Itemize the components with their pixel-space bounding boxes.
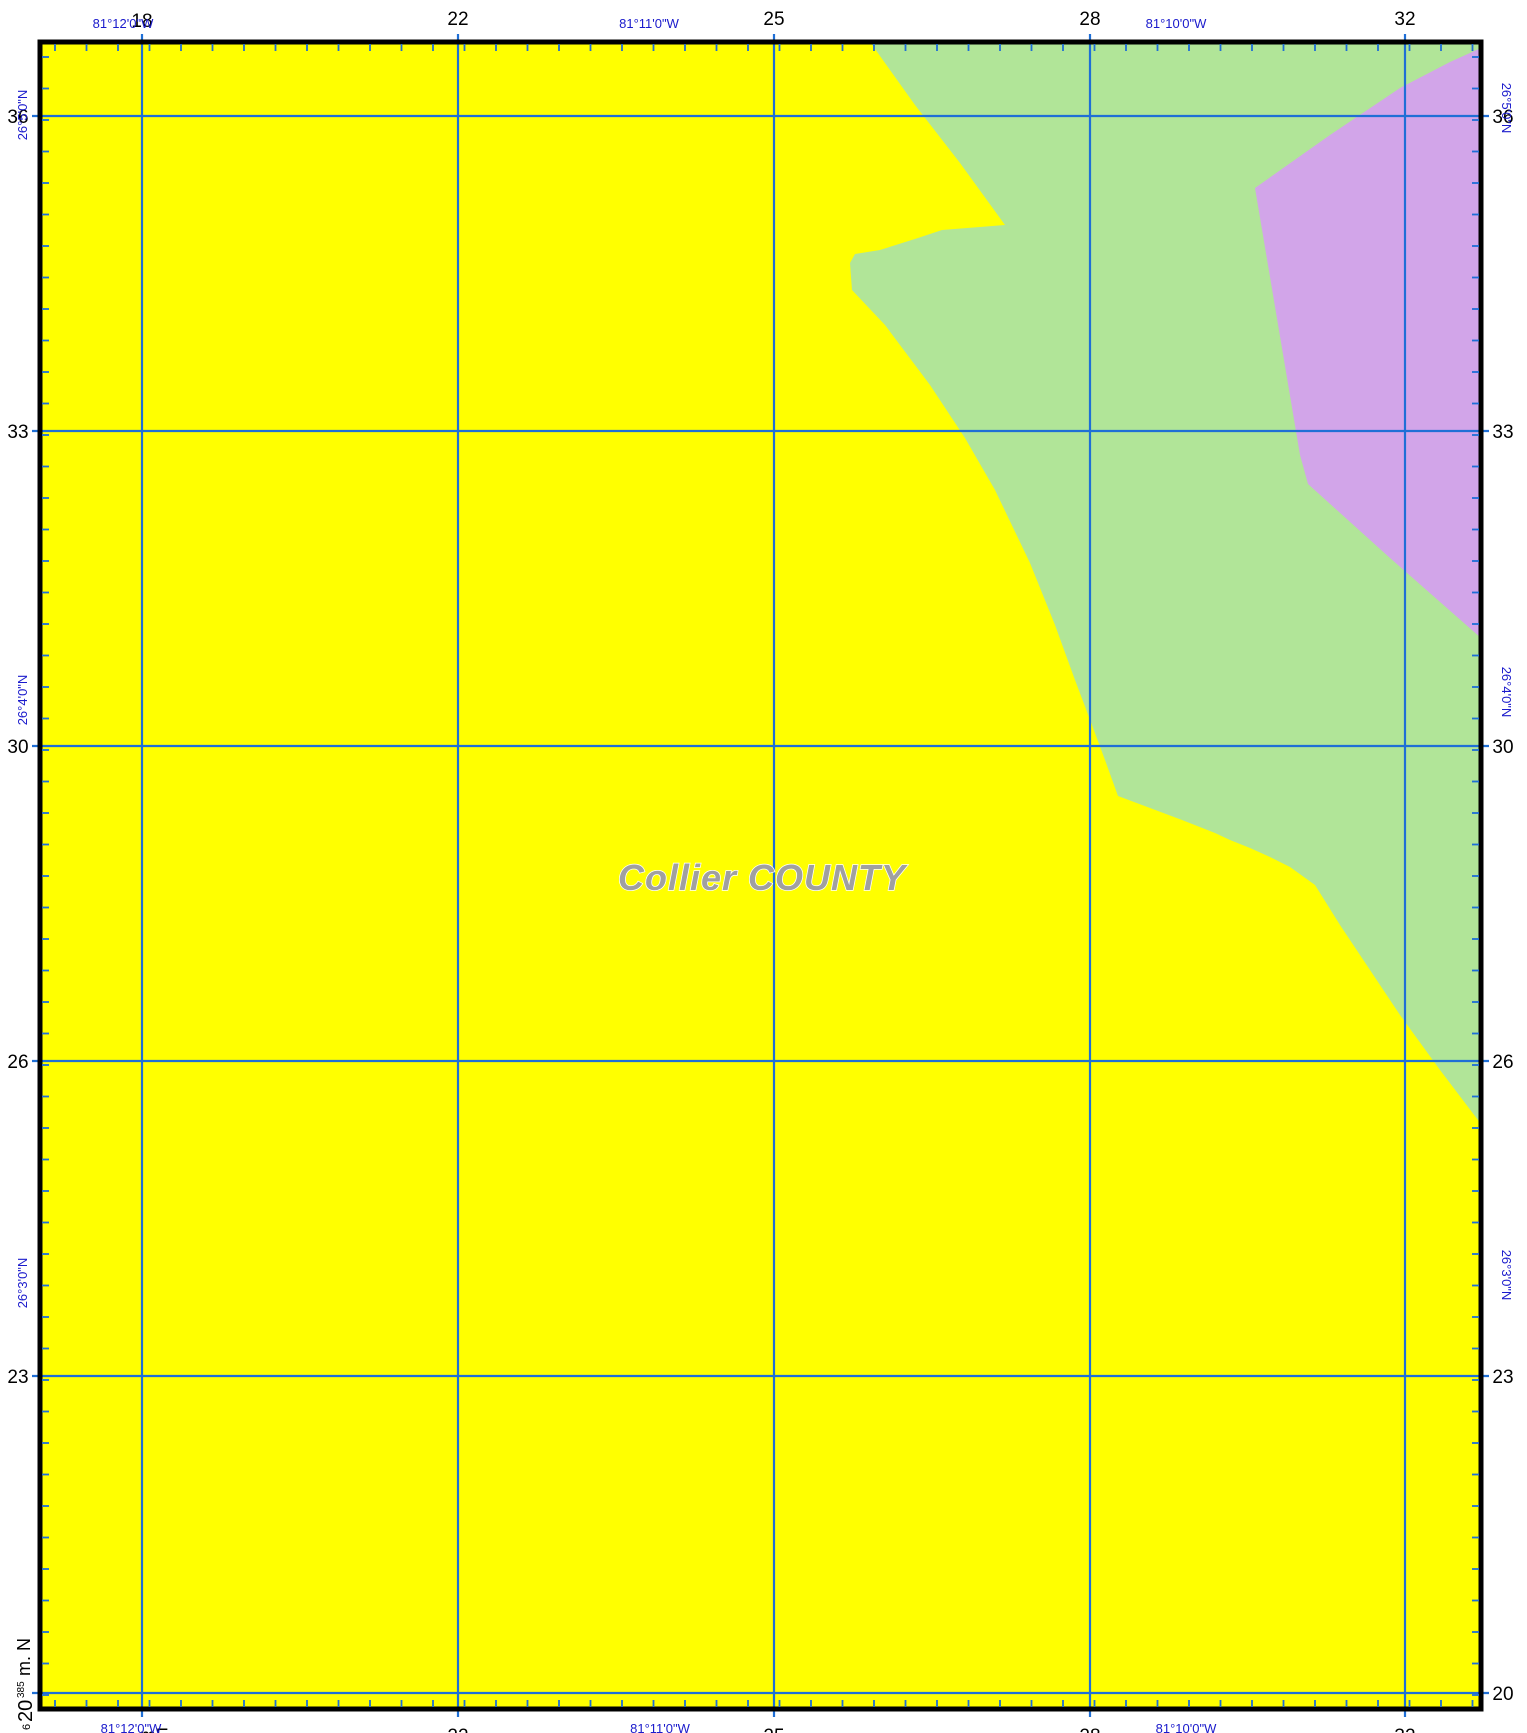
geo-lon-label-bottom: 81°10'0"W <box>1156 1721 1217 1733</box>
northing-label-right: 23 <box>1492 1367 1513 1388</box>
map-zones <box>40 42 1481 1709</box>
geo-lon-label-top: 81°11'0"W <box>619 16 679 31</box>
utm-northing-labels-right: 36 33 30 26 23 20 <box>1492 107 1513 1705</box>
easting-label-top: 22 <box>447 9 468 30</box>
geo-lat-label-right: 26°3'0"N <box>1499 1250 1514 1301</box>
northing-label-right: 30 <box>1492 737 1513 758</box>
northing-label-left: 23 <box>7 1367 28 1388</box>
geo-lat-label-left: 26°3'0"N <box>15 1258 30 1309</box>
geo-lat-labels-right: 26°5'0"N 26°4'0"N 26°3'0"N <box>1499 83 1514 1301</box>
geo-lon-labels-bottom: 81°12'0"W 81°11'0"W 81°10'0"W <box>101 1721 1217 1733</box>
corner-northing-value: 20 <box>15 1700 37 1722</box>
zone-purple <box>1255 48 1481 638</box>
geo-lat-label-right: 26°4'0"N <box>1499 667 1514 718</box>
utm-northing-labels-left: 36 33 30 26 23 <box>7 107 28 1388</box>
utm-easting-labels-bottom: 22 25 28 32 mE <box>140 1726 1416 1733</box>
northing-label-right: 33 <box>1492 422 1513 443</box>
easting-label-top: 32 <box>1394 9 1415 30</box>
easting-label-bottom-corner: mE <box>140 1726 169 1733</box>
northing-label-right: 26 <box>1492 1052 1513 1073</box>
map-frame <box>37 39 1484 1712</box>
geo-lat-label-left: 26°4'0"N <box>15 675 30 726</box>
geo-lat-label-left: 26°5'0"N <box>15 90 30 141</box>
easting-label-bottom: 32 <box>1394 1726 1415 1733</box>
frame-ticks <box>42 44 1479 1707</box>
geo-lat-label-right: 26°5'0"N <box>1499 83 1514 134</box>
utm-grid <box>32 34 1489 1717</box>
county-label: Collier COUNTY <box>618 857 908 898</box>
easting-label-top: 25 <box>763 9 784 30</box>
northing-label-left: 30 <box>7 737 28 758</box>
northing-label-left: 26 <box>7 1052 28 1073</box>
geo-lon-label-bottom: 81°11'0"W <box>630 1721 690 1733</box>
corner-northing-superscript: 385 <box>16 1681 27 1698</box>
easting-label-bottom: 25 <box>763 1726 784 1733</box>
northing-label-right: 20 <box>1492 1684 1513 1705</box>
corner-northing-prefix: 6 <box>21 1724 33 1730</box>
corner-northing-label: 6 20 385 m. N <box>14 1638 37 1730</box>
corner-northing-suffix: m. N <box>14 1638 34 1676</box>
easting-label-top: 18 <box>131 11 152 32</box>
easting-label-top: 28 <box>1079 9 1100 30</box>
easting-label-bottom: 22 <box>447 1726 468 1733</box>
geo-lon-labels-top: 81°12'0"W 81°11'0"W 81°10'0"W <box>93 16 1207 31</box>
geo-lon-label-top: 81°10'0"W <box>1146 16 1207 31</box>
geo-lon-label-top: 81°12'0"W <box>93 16 154 31</box>
geo-lon-label-bottom: 81°12'0"W <box>101 1721 162 1733</box>
northing-label-right: 36 <box>1492 107 1513 128</box>
northing-label-left: 36 <box>7 107 28 128</box>
neatline <box>37 39 1484 1712</box>
northing-label-left: 33 <box>7 422 28 443</box>
utm-easting-labels-top: 18 22 25 28 32 <box>131 9 1415 32</box>
geo-lat-labels-left: 26°5'0"N 26°4'0"N 26°3'0"N <box>15 90 30 1309</box>
easting-label-bottom: 28 <box>1079 1726 1100 1733</box>
